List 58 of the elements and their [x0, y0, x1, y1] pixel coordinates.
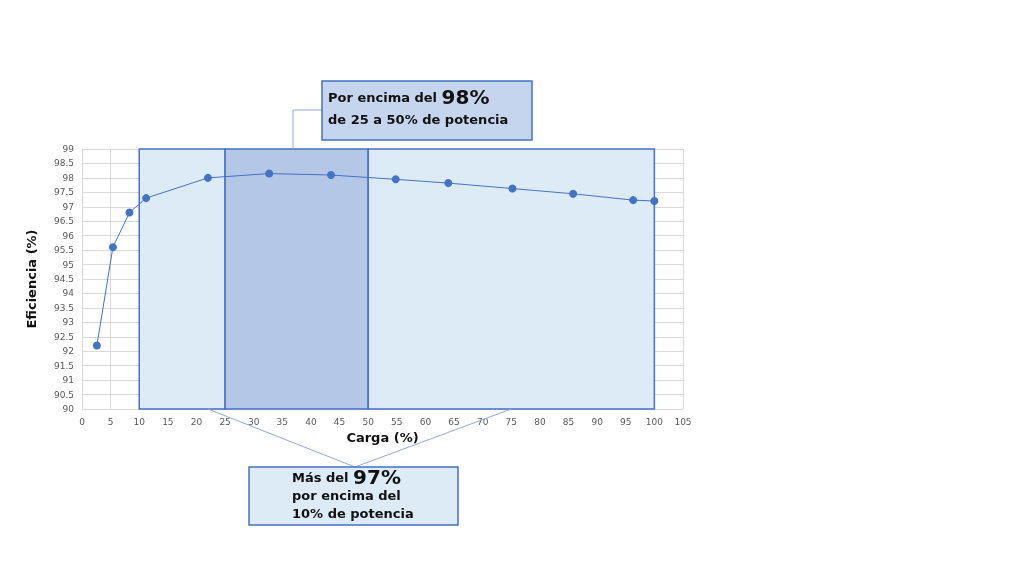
y-tick-label: 96.5 [53, 216, 74, 227]
x-tick-label: 10 [133, 416, 146, 427]
y-tick-label: 95 [62, 259, 74, 270]
y-tick-label: 94 [62, 288, 75, 299]
y-tick-label: 90.5 [53, 389, 74, 400]
x-tick-label: 35 [276, 416, 289, 427]
point [125, 208, 134, 217]
point [265, 169, 274, 178]
y-tick-label: 96 [62, 230, 75, 241]
x-tick-label: 15 [162, 416, 174, 427]
point [391, 175, 400, 184]
text: Por encima del 98% de 25 a 50% de potencia [328, 85, 509, 127]
x-tick-label: 90 [591, 416, 604, 427]
x-axis-title: Carga (%) [346, 430, 419, 445]
y-axis-title: Eficiencia (%) [24, 229, 39, 329]
point [92, 341, 101, 350]
point [203, 173, 212, 182]
y-tick-label: 95.5 [53, 245, 74, 256]
y-tick-label: 91 [62, 375, 74, 386]
y-tick-label: 97 [62, 201, 74, 212]
x-tick-label: 60 [419, 416, 432, 427]
x-tick-label: 45 [333, 416, 346, 427]
y-tick-label: 93.5 [53, 302, 74, 313]
y-tick-label: 91.5 [53, 360, 74, 371]
y-tick-label: 98 [62, 172, 75, 183]
x-tick-label: 40 [305, 416, 317, 427]
point [108, 243, 117, 252]
y-tick-label: 93 [62, 317, 74, 328]
x-tick-label: 50 [362, 416, 375, 427]
y-tick-label: 99 [62, 144, 75, 154]
x-tick-label: 75 [505, 416, 518, 427]
x-tick-label: 95 [620, 416, 632, 427]
point [629, 196, 638, 205]
text: Más del 97% por encima del 10% de potencia [292, 465, 414, 521]
x-tick-label: 80 [534, 416, 546, 427]
y-tick-label: 92.5 [53, 331, 74, 342]
x-tick-label: 105 [674, 416, 692, 427]
point [326, 171, 335, 179]
y-tick-label: 94.5 [53, 274, 74, 284]
y-tick-label: 98.5 [53, 158, 74, 169]
x-tick-label: 85 [562, 416, 575, 427]
x-tick-label: 65 [448, 416, 460, 427]
x-tick-label: 25 [219, 416, 231, 427]
point [142, 194, 151, 203]
x-tick-label: 20 [190, 416, 203, 427]
y-tick-label: 92 [62, 346, 74, 357]
x-tick-label: 5 [107, 416, 114, 427]
point [444, 179, 453, 188]
point [508, 184, 517, 193]
point [650, 197, 659, 205]
point [569, 189, 578, 198]
x-tick-label: 30 [247, 416, 260, 427]
x-tick-label: 0 [79, 416, 86, 427]
y-tick-label: 97.5 [53, 187, 74, 198]
y-tick-label: 90 [62, 404, 75, 414]
x-tick-label: 70 [476, 416, 489, 427]
x-tick-label: 55 [391, 416, 403, 427]
x-tick-label: 100 [645, 416, 664, 427]
